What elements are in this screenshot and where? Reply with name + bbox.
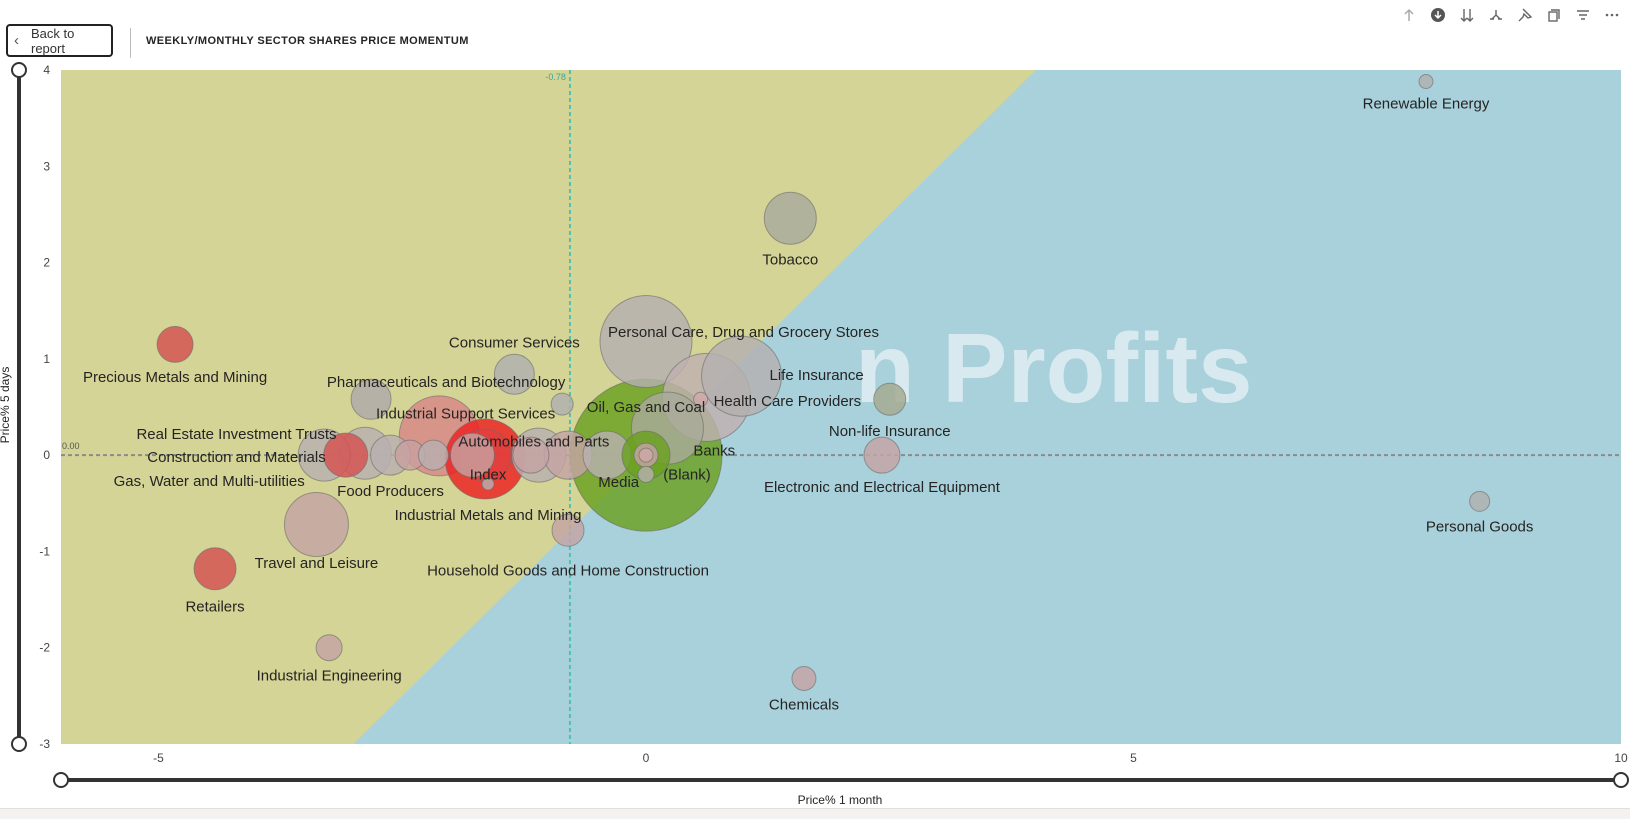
data-point (283, 491, 349, 557)
data-point (550, 392, 574, 416)
data-label: Real Estate Investment Trusts (136, 426, 336, 443)
x-axis-title: Price% 1 month (797, 793, 883, 807)
data-point (350, 378, 392, 420)
data-point (315, 634, 343, 662)
data-point (417, 439, 449, 471)
data-label: Retailers (185, 598, 244, 615)
data-label: (Blank) (663, 466, 711, 483)
data-point (791, 666, 817, 692)
data-label: Electronic and Electrical Equipment (764, 479, 1001, 496)
data-point (551, 513, 585, 547)
y-tick-label: -1 (39, 544, 50, 558)
data-label: Renewable Energy (1363, 96, 1490, 113)
y-slider-top-handle[interactable] (11, 62, 27, 78)
data-label: Precious Metals and Mining (83, 369, 267, 386)
data-label: Automobiles and Parts (458, 434, 609, 451)
data-label: Oil, Gas and Coal (587, 399, 705, 416)
y-tick-label: -3 (39, 737, 50, 751)
data-label: Household Goods and Home Construction (427, 563, 709, 580)
data-point (493, 353, 535, 395)
data-point (193, 547, 237, 591)
top-bar: ‹ Back to report WEEKLY/MONTHLY SECTOR S… (0, 0, 1630, 60)
expand-all-icon[interactable] (1457, 5, 1477, 25)
x-tick-label: -5 (153, 751, 164, 765)
data-label: Industrial Metals and Mining (395, 507, 582, 524)
data-label: Media (598, 474, 640, 491)
x-slider-right-handle[interactable] (1613, 772, 1629, 788)
y-reference-label: 0.00 (62, 441, 80, 451)
x-tick-label: 5 (1130, 751, 1137, 765)
data-point (638, 447, 654, 463)
data-label: Banks (693, 442, 735, 459)
data-label: Non-life Insurance (829, 423, 951, 440)
data-label: Consumer Services (449, 334, 580, 351)
data-label: Food Producers (337, 483, 444, 500)
page-title: WEEKLY/MONTHLY SECTOR SHARES PRICE MOMEN… (146, 35, 469, 47)
data-label: Construction and Materials (147, 449, 325, 466)
data-label: Life Insurance (770, 367, 864, 384)
back-button-label: Back to report (31, 25, 75, 56)
data-point (637, 465, 655, 483)
back-to-report-button[interactable]: ‹ Back to report (6, 24, 113, 57)
pin-icon[interactable] (1515, 5, 1535, 25)
data-label: Industrial Engineering (257, 668, 402, 685)
drill-fork-icon[interactable] (1486, 5, 1506, 25)
y-tick-label: -2 (39, 641, 50, 655)
data-label: Tobacco (762, 252, 818, 269)
y-slider-bottom-handle[interactable] (11, 736, 27, 752)
data-label: Pharmaceuticals and Biotechnology (327, 374, 566, 391)
data-point (481, 477, 495, 491)
data-point (1418, 74, 1434, 90)
data-point (863, 436, 901, 474)
footer-bar (0, 808, 1630, 819)
watermark-text: n Profits (855, 313, 1252, 423)
data-label: Industrial Support Services (376, 406, 555, 423)
x-tick-label: 0 (643, 751, 650, 765)
visual-toolbar (1399, 5, 1622, 25)
y-tick-label: 0 (43, 448, 50, 462)
data-label: Gas, Water and Multi-utilities (114, 473, 305, 490)
data-point (156, 325, 194, 363)
more-icon[interactable] (1602, 5, 1622, 25)
data-point (873, 382, 907, 416)
data-label: Index (470, 466, 507, 483)
data-point (1469, 490, 1491, 512)
data-label: Chemicals (769, 697, 839, 714)
data-point (512, 436, 550, 474)
x-tick-label: 10 (1614, 751, 1628, 765)
data-point (599, 295, 693, 389)
copy-icon[interactable] (1544, 5, 1564, 25)
x-slider-left-handle[interactable] (53, 772, 69, 788)
arrow-up-icon[interactable] (1399, 5, 1419, 25)
data-point (449, 432, 495, 478)
y-tick-label: 3 (43, 159, 50, 173)
y-tick-label: 1 (43, 352, 50, 366)
data-point (323, 432, 369, 478)
data-label: Personal Goods (1426, 518, 1534, 535)
header-divider (130, 28, 131, 58)
drill-down-icon[interactable] (1428, 5, 1448, 25)
data-point (693, 391, 709, 407)
y-tick-label: 2 (43, 256, 50, 270)
y-tick-label: 4 (43, 63, 50, 77)
chevron-left-icon: ‹ (14, 32, 19, 49)
filter-icon[interactable] (1573, 5, 1593, 25)
data-label: Health Care Providers (714, 393, 862, 410)
data-label: Travel and Leisure (255, 555, 379, 572)
data-point (701, 335, 783, 417)
x-reference-label: -0.78 (545, 72, 566, 82)
data-label: Personal Care, Drug and Grocery Stores (608, 324, 879, 341)
y-axis-title: Price% 5 days (0, 366, 12, 444)
data-point (763, 191, 817, 245)
